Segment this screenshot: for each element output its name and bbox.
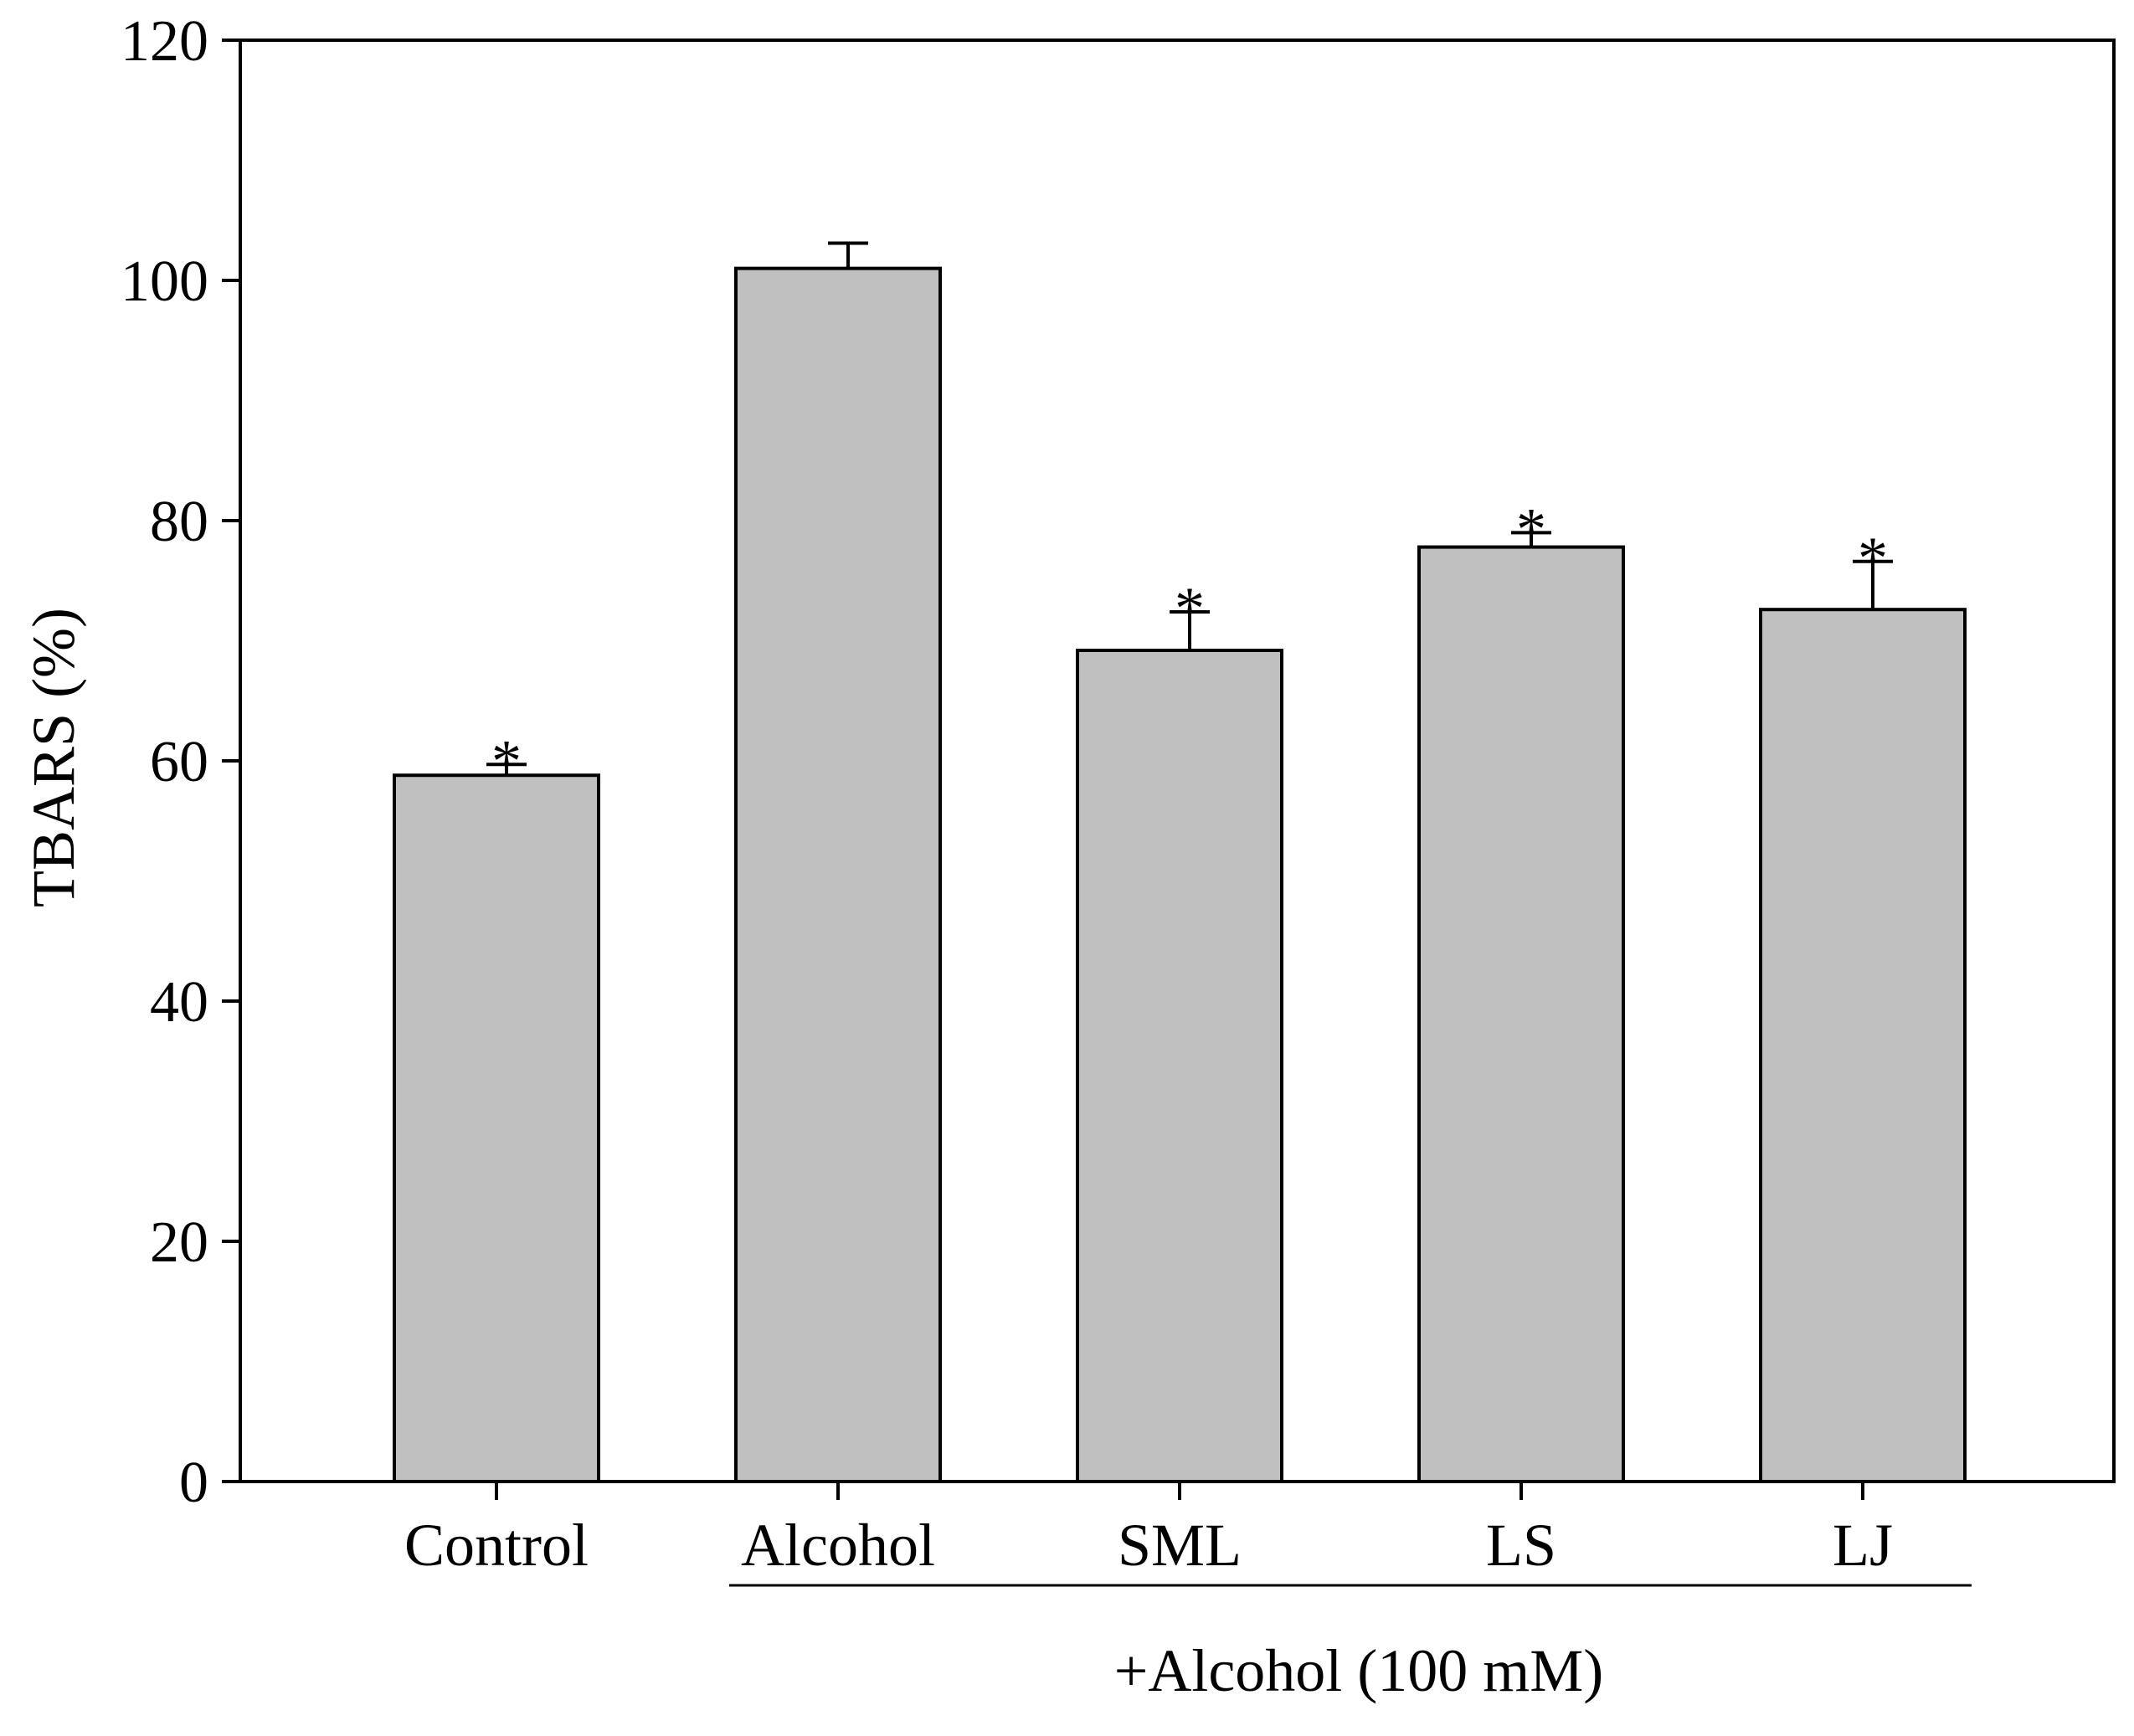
- y-tick-label: 100: [121, 249, 208, 314]
- bar-control: [393, 773, 600, 1483]
- group-label: +Alcohol (100 mM): [1114, 1637, 1604, 1704]
- bar-alcohol: [734, 266, 942, 1483]
- significance-marker: *: [491, 727, 522, 794]
- y-axis-title: TBARS (%): [20, 608, 87, 907]
- y-axis: 0 20 40 60 80 100 120: [121, 9, 240, 1515]
- x-tick-label-ls: LS: [1486, 1512, 1556, 1579]
- significance-marker: *: [1858, 525, 1888, 592]
- bars-layer: * * * *: [393, 241, 1967, 1484]
- y-tick-label: 120: [121, 9, 208, 74]
- treatment-group-annotation: +Alcohol (100 mM): [729, 1584, 1972, 1704]
- x-tick-label-control: Control: [404, 1512, 589, 1579]
- significance-marker: *: [1516, 496, 1546, 562]
- x-tick-label-lj: LJ: [1833, 1512, 1893, 1579]
- x-axis: Control Alcohol SML LS LJ: [404, 1482, 1893, 1579]
- y-tick-label: 60: [150, 730, 208, 794]
- y-tick-label: 20: [150, 1210, 208, 1275]
- y-tick-label: 0: [179, 1451, 208, 1515]
- bar-sml: [1076, 648, 1283, 1483]
- significance-marker: *: [1175, 575, 1205, 642]
- bar-ls: [1417, 545, 1625, 1484]
- y-tick-label: 80: [150, 490, 208, 554]
- y-tick-label: 40: [150, 970, 208, 1035]
- bar-lj: [1759, 608, 1967, 1484]
- x-tick-label-alcohol: Alcohol: [741, 1512, 935, 1579]
- x-tick-label-sml: SML: [1118, 1512, 1242, 1579]
